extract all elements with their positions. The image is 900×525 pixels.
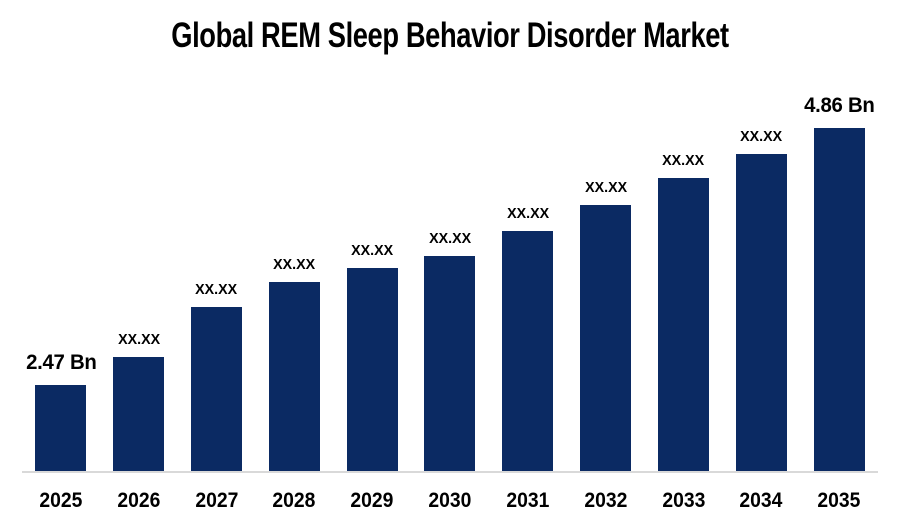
- bar-value-label-2026: XX.XX: [117, 331, 160, 348]
- bar-2027: [191, 307, 243, 473]
- bar-2029: [346, 268, 398, 473]
- bar-value-label-2027: XX.XX: [195, 281, 238, 298]
- bar-2035: [813, 128, 865, 473]
- x-tick-2025: 2025: [39, 489, 83, 512]
- bar-slot-2027: XX.XX: [178, 282, 256, 473]
- x-tick-2033: 2033: [661, 489, 705, 512]
- bar-2034: [735, 154, 787, 473]
- bar-slot-2025: 2.47 Bn: [22, 352, 100, 473]
- x-tick-2029: 2029: [350, 489, 394, 512]
- bar-slot-2035: 4.86 Bn: [800, 95, 878, 473]
- bar-slot-2032: XX.XX: [567, 180, 645, 473]
- x-tick-2034: 2034: [739, 489, 783, 512]
- bar-2028: [268, 282, 320, 473]
- x-tick-2032: 2032: [584, 489, 628, 512]
- bar-value-label-2031: XX.XX: [506, 205, 549, 222]
- bar-slot-2029: XX.XX: [333, 243, 411, 473]
- bar-2031: [502, 231, 554, 473]
- x-tick-2028: 2028: [272, 489, 316, 512]
- chart-title: Global REM Sleep Behavior Disorder Marke…: [171, 16, 729, 55]
- bar-2025: [35, 385, 87, 473]
- x-axis-tick-labels: 2025 2026 2027 2028 2029 2030 2031 2032 2033 2034…: [22, 473, 878, 525]
- bar-slot-2026: XX.XX: [100, 332, 178, 473]
- bar-slot-2028: XX.XX: [255, 257, 333, 473]
- bar-slot-2033: XX.XX: [645, 153, 723, 473]
- bar-slot-2034: XX.XX: [722, 129, 800, 473]
- x-tick-2030: 2030: [428, 489, 472, 512]
- bar-value-label-2032: XX.XX: [584, 179, 627, 196]
- bar-value-label-2025: 2.47 Bn: [25, 351, 97, 374]
- x-tick-2026: 2026: [117, 489, 161, 512]
- bar-value-label-2030: XX.XX: [428, 230, 471, 247]
- bar-2032: [580, 205, 632, 473]
- x-axis-line: [22, 471, 878, 473]
- bar-slot-2030: XX.XX: [411, 231, 489, 473]
- bar-value-label-2028: XX.XX: [273, 256, 316, 273]
- bar-value-label-2033: XX.XX: [662, 152, 705, 169]
- bars-row: 2.47 Bn XX.XX XX.XX XX.XX XX.XX XX.XX XX.XX XX.…: [22, 95, 878, 473]
- bar-2026: [113, 357, 165, 473]
- bar-value-label-2035: 4.86 Bn: [803, 94, 875, 117]
- bar-2033: [657, 178, 709, 473]
- x-tick-2031: 2031: [506, 489, 550, 512]
- bar-2030: [424, 256, 476, 473]
- x-tick-2035: 2035: [817, 489, 861, 512]
- bar-value-label-2034: XX.XX: [740, 128, 783, 145]
- bar-value-label-2029: XX.XX: [351, 242, 394, 259]
- plot-area: 2.47 Bn XX.XX XX.XX XX.XX XX.XX XX.XX XX.XX XX.…: [22, 0, 878, 525]
- x-tick-2027: 2027: [195, 489, 239, 512]
- bar-slot-2031: XX.XX: [489, 206, 567, 473]
